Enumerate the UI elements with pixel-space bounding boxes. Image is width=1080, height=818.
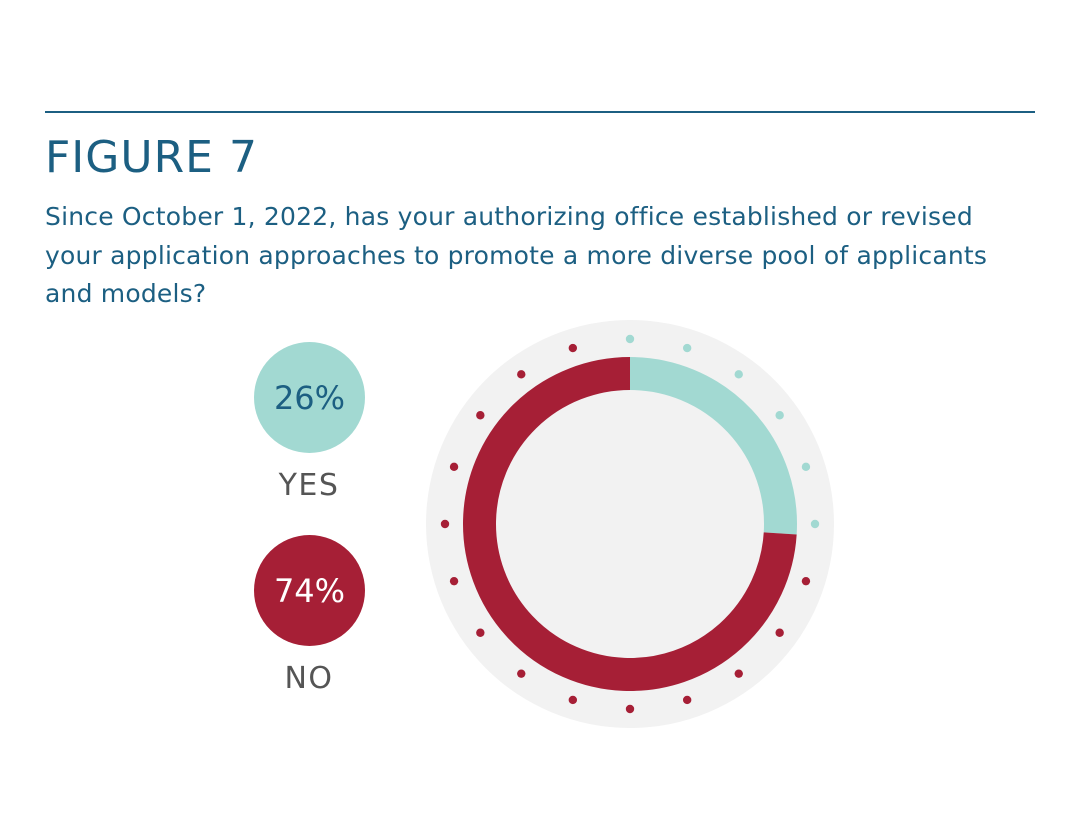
dot-no: [682, 695, 692, 705]
no-percent-badge: 74%: [254, 535, 365, 646]
donut-slice-yes: [629, 357, 797, 535]
dot-yes: [682, 343, 692, 353]
dot-no: [476, 411, 485, 420]
donut-slice-no: [463, 357, 797, 691]
dot-no: [449, 576, 459, 586]
dot-no: [801, 576, 811, 586]
yes-percent-badge: 26%: [254, 342, 365, 453]
dot-yes: [625, 334, 635, 344]
figure-title: FIGURE 7: [45, 132, 258, 183]
dot-ring: [440, 334, 820, 714]
yes-label: YES: [278, 468, 340, 503]
dot-no: [568, 343, 578, 353]
dot-yes: [810, 519, 820, 529]
dot-no: [517, 370, 526, 379]
dot-no: [476, 628, 485, 637]
no-label: NO: [284, 661, 334, 696]
donut-arcs: [463, 357, 797, 691]
dot-no: [440, 519, 450, 529]
dot-no: [625, 704, 635, 714]
dot-yes: [801, 462, 811, 472]
figure-subtitle: Since October 1, 2022, has your authoriz…: [45, 202, 988, 308]
dot-yes: [775, 411, 784, 420]
header-rule: [45, 111, 1035, 113]
dot-no: [775, 628, 784, 637]
dot-no: [517, 669, 526, 678]
dot-no: [568, 695, 578, 705]
dot-no: [449, 462, 459, 472]
dot-no: [734, 669, 743, 678]
dot-yes: [734, 370, 743, 379]
